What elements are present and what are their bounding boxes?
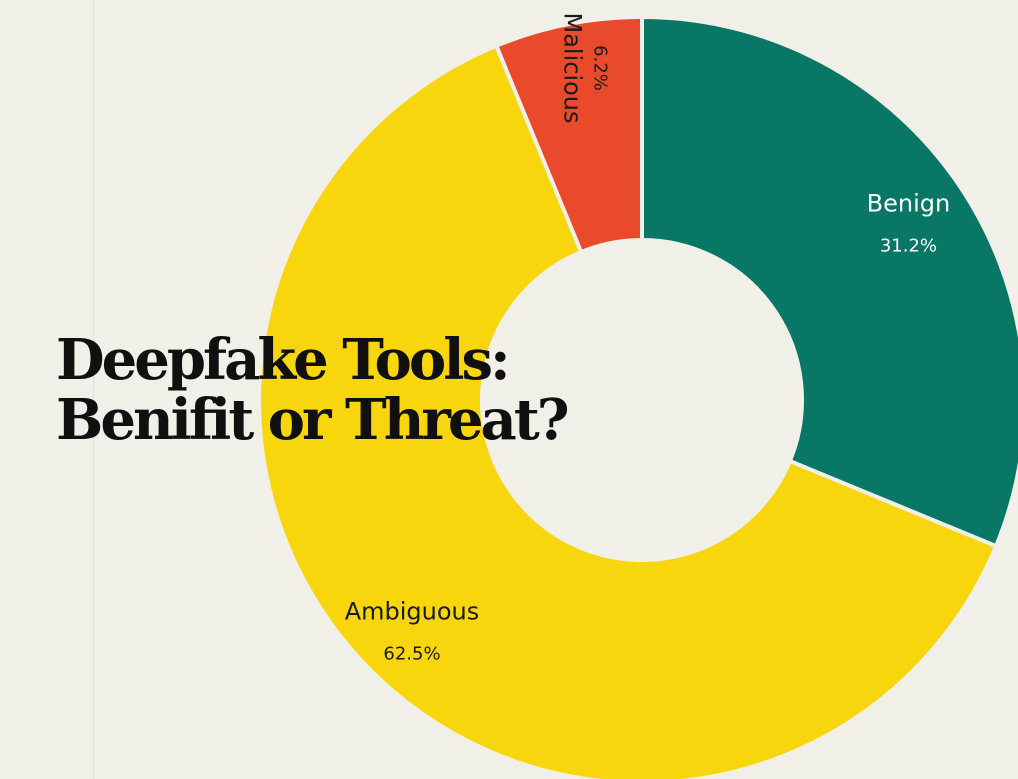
slice-benign bbox=[640, 15, 1018, 549]
chart-title-line-1: Deepfake Tools: bbox=[56, 327, 511, 393]
chart-title-line-2: Benifit or Threat? bbox=[56, 387, 570, 453]
slice-value-benign: 31.2% bbox=[880, 236, 937, 257]
slice-value-malicious: 6.2% bbox=[589, 45, 610, 91]
slice-label-malicious: Malicious bbox=[558, 13, 586, 124]
slice-label-ambiguous: Ambiguous bbox=[345, 598, 480, 626]
slice-label-group-ambiguous: Ambiguous 62.5% bbox=[345, 598, 480, 665]
slice-value-ambiguous: 62.5% bbox=[383, 644, 440, 665]
labels-layer: Benign 31.2% Ambiguous 62.5% Malicious 6.2% bbox=[345, 13, 950, 665]
slices-layer bbox=[257, 15, 1018, 779]
slice-label-group-malicious: Malicious 6.2% bbox=[558, 13, 610, 124]
slice-malicious bbox=[494, 15, 644, 255]
slice-label-group-benign: Benign 31.2% bbox=[867, 190, 951, 257]
margin-rule bbox=[93, 0, 94, 779]
chart-title: Deepfake Tools: Benifit or Threat? bbox=[56, 327, 570, 453]
slice-ambiguous bbox=[257, 43, 999, 779]
slice-label-benign: Benign bbox=[867, 190, 951, 218]
